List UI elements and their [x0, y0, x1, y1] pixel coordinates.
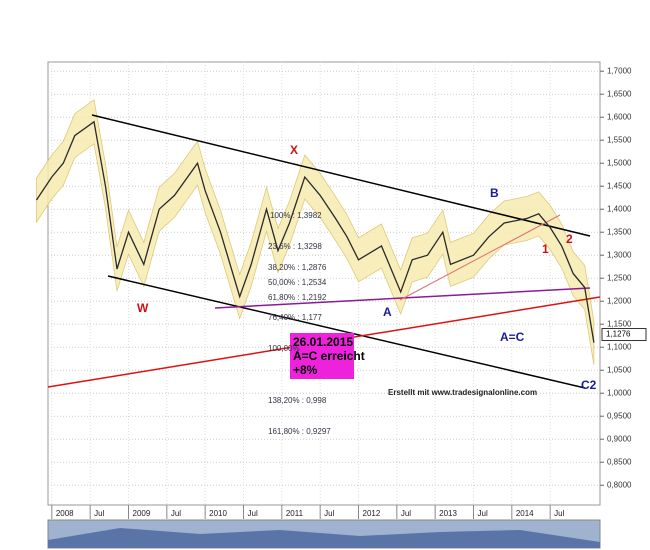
y-tick-label: 1,5000: [607, 158, 632, 167]
x-tick-label: Jul: [171, 509, 181, 518]
last-price-box: [601, 328, 647, 342]
over-layer: 1,1276: [35, 120, 647, 343]
wave-label: B: [490, 186, 499, 200]
last-price-label: 1,1276: [606, 330, 631, 339]
fib-label: 76,40% : 1,177: [268, 313, 322, 322]
x-tick-label: 2011: [286, 509, 304, 518]
credit: Erstellt mit www.tradesignalonline.com: [388, 388, 537, 397]
fib-label: 61,80% : 1,2192: [268, 293, 327, 302]
x-tick-label: Jul: [94, 509, 104, 518]
wave-label: X: [290, 143, 298, 157]
y-tick-label: 1,6500: [607, 89, 632, 98]
x-tick-label: 2012: [363, 509, 381, 518]
x-tick-label: 2008: [56, 509, 74, 518]
annotation-text: 26.01.2015: [293, 335, 353, 349]
under-layer: 0,8000 0,8500 0,9000 0,9500 1,0000 1,0500 1,10…: [36, 62, 632, 519]
y-tick-label: 1,1500: [607, 319, 632, 328]
y-tick-label: 1,0000: [607, 388, 632, 397]
y-tick-label: 0,8500: [607, 457, 632, 466]
fib-label: 23,6% : 1,3298: [268, 242, 322, 251]
bollinger-band: [36, 99, 595, 365]
y-tick-label: 1,7000: [607, 66, 632, 75]
trend-pink: [399, 214, 561, 301]
fib-label: 161,80% : 0,9297: [268, 427, 331, 436]
y-tick-label: 1,3500: [607, 227, 632, 236]
channel-lower: [107, 275, 586, 389]
x-tick-label: Jul: [248, 509, 258, 518]
wave-label: A=C: [500, 330, 525, 344]
x-tick-label: Jul: [478, 509, 488, 518]
annotation-text: A=C erreicht: [293, 349, 365, 363]
y-tick-label: 1,2000: [607, 296, 632, 305]
wave-label: 2: [566, 232, 573, 246]
x-tick-label: 2009: [133, 509, 151, 518]
y-tick-label: 0,8000: [607, 480, 632, 489]
y-tick-label: 1,5500: [607, 135, 632, 144]
x-tick-label: Jul: [324, 509, 334, 518]
navigator-area: [48, 528, 600, 548]
y-tick-label: 1,4000: [607, 204, 632, 213]
trend-purple: [214, 287, 591, 309]
fib-label: 100,00%: [268, 344, 300, 353]
wave-label: C2: [581, 378, 597, 392]
channel-upper: [91, 114, 591, 237]
x-tick-label: Jul: [554, 509, 564, 518]
wave-label: A: [383, 305, 392, 319]
y-tick-label: 1,1000: [607, 342, 632, 351]
y-tick-label: 0,9500: [607, 411, 632, 420]
x-tick-label: 2013: [439, 509, 457, 518]
y-tick-label: 0,9000: [607, 434, 632, 443]
y-tick-label: 1,2500: [607, 273, 632, 282]
y-tick-label: 1,0500: [607, 365, 632, 374]
annotation-text: +8%: [293, 363, 318, 377]
y-tick-label: 1,6000: [607, 112, 632, 121]
x-tick-label: 2014: [516, 509, 534, 518]
y-tick-label: 1,3000: [607, 250, 632, 259]
x-tick-label: Jul: [401, 509, 411, 518]
fib-label: 100% : 1,3982: [270, 211, 322, 220]
fib-label: 50,00% : 1,2534: [268, 278, 327, 287]
annotation-box: [290, 333, 354, 379]
y-tick-label: 1,4500: [607, 181, 632, 190]
price-line: [35, 120, 595, 343]
wave-label: W: [137, 301, 149, 315]
wave-label: 1: [542, 242, 549, 256]
x-tick-label: 2010: [209, 509, 227, 518]
fib-label: 138,20% : 0,998: [268, 396, 327, 405]
fib-label: 38,20% : 1,2876: [268, 263, 327, 272]
